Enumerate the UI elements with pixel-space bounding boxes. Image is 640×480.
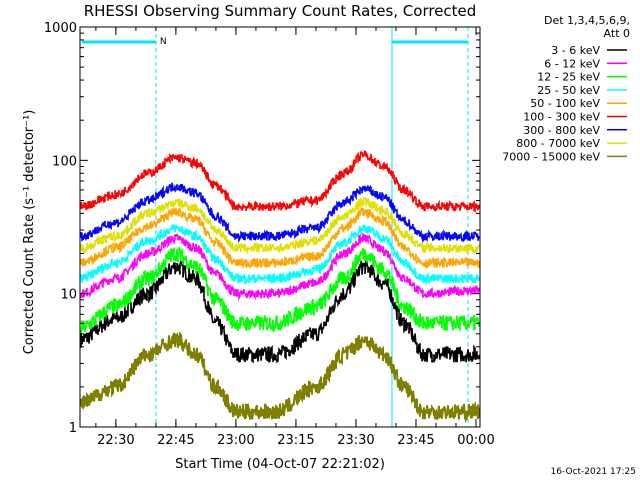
legend-label: 6 - 12 keV: [544, 57, 600, 70]
x-tick-label: 22:45: [157, 433, 194, 448]
legend-label: 800 - 7000 keV: [516, 137, 600, 150]
legend-label: 300 - 800 keV: [523, 124, 600, 137]
legend-label: 25 - 50 keV: [537, 84, 600, 97]
print-timestamp: 16-Oct-2021 17:25: [551, 467, 636, 477]
legend-label: 100 - 300 keV: [523, 111, 600, 124]
legend-label: 3 - 6 keV: [551, 44, 600, 57]
night-marker-label: N: [160, 37, 167, 47]
chart-title: RHESSI Observing Summary Count Rates, Co…: [84, 2, 477, 20]
x-axis-label: Start Time (04-Oct-07 22:21:02): [175, 457, 385, 472]
legend-label: 7000 - 15000 keV: [502, 150, 600, 163]
y-tick-label: 1: [69, 421, 77, 436]
series-line: [80, 331, 480, 424]
x-tick-label: 23:15: [277, 433, 314, 448]
legend-header: Det 1,3,4,5,6,9,: [544, 14, 630, 27]
series-line: [80, 247, 480, 334]
y-tick-label: 1000: [44, 21, 77, 36]
y-tick-label: 10: [60, 288, 77, 303]
legend-header: Att 0: [604, 27, 630, 40]
x-tick-label: 23:30: [337, 433, 374, 448]
plot-frame: [79, 26, 481, 428]
series-line: [80, 258, 480, 364]
series-line: [80, 207, 480, 270]
y-tick-label: 100: [52, 154, 77, 169]
legend-label: 50 - 100 keV: [530, 97, 600, 110]
legend-label: 12 - 25 keV: [537, 71, 600, 84]
x-tick-label: 22:30: [97, 433, 134, 448]
series-line: [80, 182, 480, 244]
series-line: [80, 196, 480, 255]
x-tick-label: 23:45: [397, 433, 434, 448]
series-line: [80, 149, 480, 213]
series-line: [80, 232, 480, 302]
x-tick-label: 23:00: [217, 433, 254, 448]
series-line: [80, 224, 480, 286]
y-axis-label: Corrected Count Rate (s⁻¹ detector⁻¹): [22, 110, 37, 355]
x-tick-label: 00:00: [457, 433, 494, 448]
